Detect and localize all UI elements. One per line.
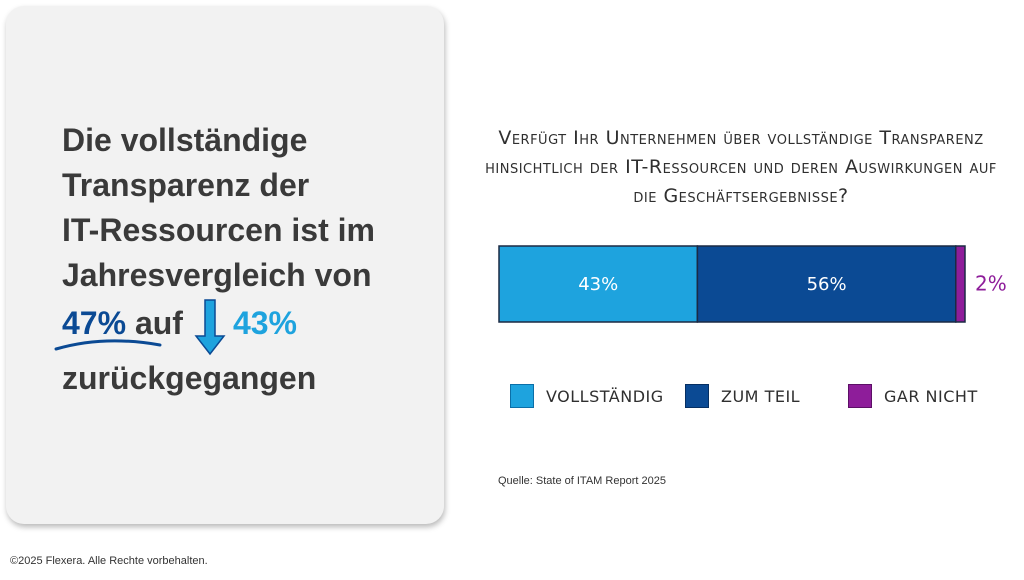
bar-segment-2 bbox=[955, 245, 966, 323]
legend-item-vollstaendig: Vollständig bbox=[510, 384, 664, 408]
underline-swoosh-icon bbox=[54, 339, 162, 351]
bar-label-0: 43% bbox=[578, 274, 618, 295]
chart-title: Verfügt Ihr Unternehmen über vollständig… bbox=[485, 127, 997, 207]
headline-line-6: zurückgegangen bbox=[62, 360, 317, 396]
legend-item-zum-teil: Zum Teil bbox=[685, 384, 800, 408]
legend-swatch-gar-nicht bbox=[848, 384, 872, 408]
bar-label-2: 2% bbox=[975, 272, 1007, 296]
headline-line-1: Die vollständige bbox=[62, 122, 308, 158]
down-arrow-icon bbox=[194, 299, 226, 356]
connector-text: auf bbox=[134, 305, 183, 341]
bar-segment-1 bbox=[696, 245, 957, 323]
legend-label-zum-teil: Zum Teil bbox=[721, 386, 801, 406]
headline-line-3: IT-Ressourcen ist im bbox=[62, 212, 375, 248]
chart-legend: Vollständig Zum Teil Gar nicht bbox=[510, 384, 980, 410]
legend-swatch-vollstaendig bbox=[510, 384, 534, 408]
copyright-footer: ©2025 Flexera. Alle Rechte vorbehalten. bbox=[10, 555, 208, 567]
legend-swatch-zum-teil bbox=[685, 384, 709, 408]
headline-line-4: Jahresvergleich von bbox=[62, 257, 372, 293]
summary-card bbox=[6, 6, 444, 524]
old-percentage: 47% bbox=[54, 305, 162, 351]
legend-label-vollstaendig: Vollständig bbox=[546, 386, 664, 406]
summary-headline: Die vollständige Transparenz der IT-Ress… bbox=[54, 118, 432, 401]
source-note: Quelle: State of ITAM Report 2025 bbox=[498, 475, 666, 487]
bar-label-1: 56% bbox=[807, 274, 847, 295]
legend-item-gar-nicht: Gar nicht bbox=[848, 384, 978, 408]
legend-label-gar-nicht: Gar nicht bbox=[884, 386, 978, 406]
new-percentage: 43% bbox=[232, 305, 297, 341]
headline-line-2: Transparenz der bbox=[62, 167, 310, 203]
bar-segment-0 bbox=[498, 245, 699, 323]
headline-line-5: 47% auf 43% bbox=[54, 298, 432, 356]
